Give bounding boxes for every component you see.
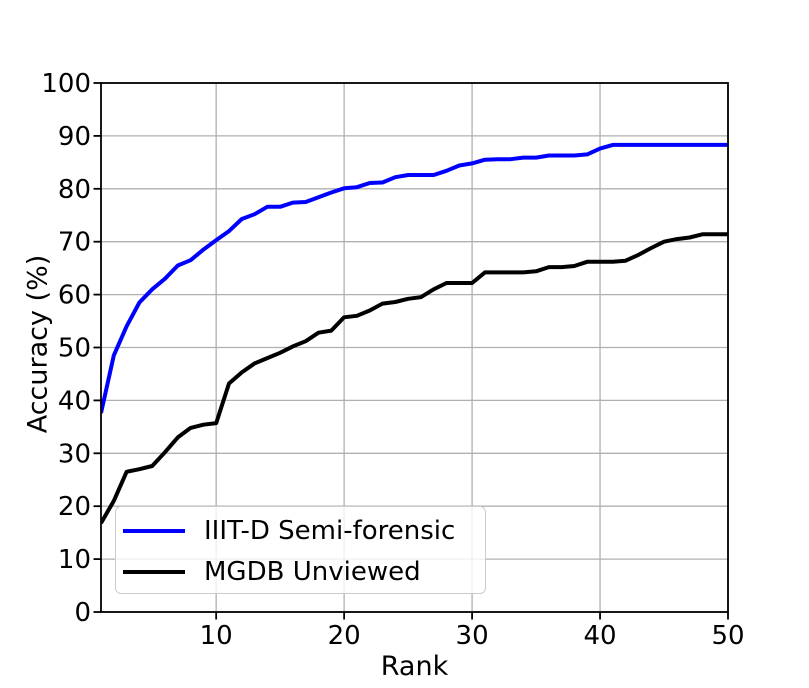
- x-tick-label-20: 20: [328, 621, 361, 651]
- y-tick-label-50: 50: [58, 334, 91, 364]
- x-tick-label-50: 50: [711, 621, 744, 651]
- legend-swatch-iiitd-semi-forensic: [123, 528, 185, 533]
- legend-row-iiitd: IIIT-D Semi-forensic: [123, 510, 485, 551]
- y-tick-label-90: 90: [58, 122, 91, 152]
- x-axis-label: Rank: [380, 651, 449, 682]
- y-tick-label-70: 70: [58, 228, 91, 258]
- legend: IIIT-D Semi-forensic MGDB Unviewed: [115, 506, 486, 594]
- y-tick-label-60: 60: [58, 281, 91, 311]
- y-tick-label-80: 80: [58, 175, 91, 205]
- x-tick-label-10: 10: [200, 621, 233, 651]
- series-line-iiit-d-semi-forensic: [101, 142, 728, 414]
- x-tick-label-30: 30: [456, 621, 489, 651]
- legend-label-iiitd-semi-forensic: IIIT-D Semi-forensic: [204, 515, 456, 546]
- y-axis-label: Accuracy (%): [22, 254, 54, 434]
- y-tick-label-40: 40: [58, 386, 91, 416]
- y-tick-label-30: 30: [58, 439, 91, 469]
- y-tick-label-100: 100: [41, 69, 91, 99]
- y-tick-label-0: 0: [74, 598, 91, 628]
- legend-row-mgdb: MGDB Unviewed: [123, 551, 485, 592]
- axes-spines: [100, 82, 729, 613]
- series-line-mgdb-unviewed: [101, 232, 728, 525]
- y-tick-label-20: 20: [58, 492, 91, 522]
- x-tick-label-40: 40: [583, 621, 616, 651]
- legend-swatch-mgdb-unviewed: [123, 569, 185, 574]
- series-group: [101, 142, 728, 525]
- y-tick-label-10: 10: [58, 545, 91, 575]
- legend-label-mgdb-unviewed: MGDB Unviewed: [204, 556, 421, 587]
